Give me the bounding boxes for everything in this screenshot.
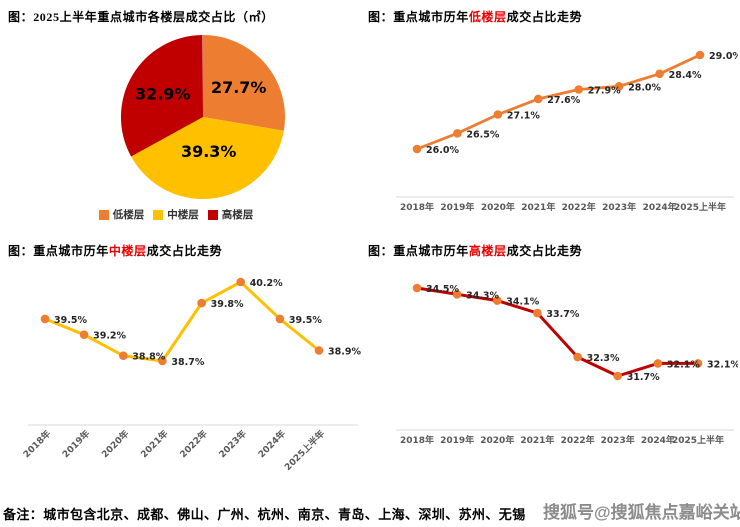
svg-text:2021年: 2021年	[521, 201, 555, 213]
svg-text:26.0%: 26.0%	[426, 145, 459, 156]
title-highlight: 低楼层	[468, 10, 507, 24]
title-suffix: 成交占比走势	[146, 244, 223, 258]
low-floor-line-panel: 26.0% 26.5% 27.1% 27.6% 27.9% 28.0% 28.4% 29.0%…	[368, 6, 738, 234]
svg-text:2018年: 2018年	[400, 434, 434, 446]
high-floor-line-panel: 34.5% 34.3% 34.1% 33.7% 32.3% 31.7% 32.1% 32.1%…	[368, 240, 738, 465]
svg-text:28.4%: 28.4%	[669, 70, 702, 81]
svg-text:33.7%: 33.7%	[546, 309, 579, 320]
svg-text:32.1%: 32.1%	[667, 359, 700, 370]
mid-floor-line-panel: 39.5% 39.2% 38.8% 38.7% 39.8% 40.2% 39.5% 38.9%…	[8, 240, 362, 490]
svg-text:2023年: 2023年	[602, 201, 636, 213]
svg-text:39.8%: 39.8%	[211, 299, 244, 310]
svg-text:2020年: 2020年	[99, 428, 132, 461]
svg-text:2019年: 2019年	[440, 434, 474, 446]
svg-text:38.9%: 38.9%	[328, 347, 361, 358]
footnote: 备注：城市包含北京、成都、佛山、广州、杭州、南京、青岛、上海、深圳、苏州、无锡	[3, 507, 526, 522]
svg-text:27.1%: 27.1%	[507, 111, 540, 122]
svg-text:2019年: 2019年	[440, 201, 474, 213]
pie-chart-panel: 图：2025上半年重点城市各楼层成交占比（㎡） 27.7% 39.3% 32.9% …	[8, 6, 362, 236]
svg-text:29.0%: 29.0%	[709, 51, 738, 62]
svg-text:2020年: 2020年	[481, 201, 515, 213]
high-floor-line-chart: 34.5% 34.3% 34.1% 33.7% 32.3% 31.7% 32.1% 32.1%…	[396, 283, 738, 446]
svg-text:2023年: 2023年	[216, 428, 249, 461]
legend-label: 中楼层	[167, 210, 199, 221]
svg-text:31.7%: 31.7%	[627, 372, 660, 383]
svg-text:34.5%: 34.5%	[426, 284, 459, 295]
title-highlight: 中楼层	[108, 244, 147, 258]
title-prefix: 图：重点城市历年	[368, 244, 469, 258]
svg-text:27.9%: 27.9%	[588, 86, 621, 97]
svg-text:32.3%: 32.3%	[587, 353, 620, 364]
svg-text:34.3%: 34.3%	[466, 290, 499, 301]
svg-text:28.0%: 28.0%	[628, 82, 661, 93]
svg-text:2022年: 2022年	[177, 428, 210, 461]
pie-chart-title: 图：2025上半年重点城市各楼层成交占比（㎡）	[8, 8, 274, 25]
svg-text:2021年: 2021年	[520, 434, 554, 446]
svg-text:2018年: 2018年	[400, 201, 434, 213]
svg-text:2025上半年: 2025上半年	[674, 201, 726, 213]
svg-text:38.7%: 38.7%	[171, 357, 204, 368]
legend-item: 低楼层	[98, 207, 145, 222]
legend-item: 高楼层	[207, 207, 254, 222]
svg-text:32.9%: 32.9%	[135, 84, 191, 103]
svg-text:27.7%: 27.7%	[211, 78, 267, 97]
mid-floor-line-chart: 39.5% 39.2% 38.8% 38.7% 39.8% 40.2% 39.5% 38.9%…	[21, 277, 361, 473]
mid-floor-chart-title: 图：重点城市历年中楼层成交占比走势	[8, 242, 222, 259]
svg-text:26.5%: 26.5%	[466, 129, 499, 140]
svg-text:2019年: 2019年	[60, 428, 93, 461]
svg-text:2024年: 2024年	[641, 434, 675, 446]
svg-text:2025上半年: 2025上半年	[282, 428, 327, 473]
title-prefix: 图：2025上半年重点城市各楼层成交占比（㎡）	[8, 10, 274, 24]
legend-swatch-icon	[207, 209, 218, 220]
svg-text:39.5%: 39.5%	[54, 315, 87, 326]
svg-text:2021年: 2021年	[138, 428, 171, 461]
high-floor-chart-title: 图：重点城市历年高楼层成交占比走势	[368, 242, 582, 259]
title-prefix: 图：重点城市历年	[8, 244, 109, 258]
title-prefix: 图：重点城市历年	[368, 10, 469, 24]
svg-text:2024年: 2024年	[643, 201, 677, 213]
svg-text:2024年: 2024年	[255, 428, 288, 461]
svg-text:27.6%: 27.6%	[547, 95, 580, 106]
svg-text:2022年: 2022年	[562, 201, 596, 213]
low-floor-chart-title: 图：重点城市历年低楼层成交占比走势	[368, 8, 582, 25]
svg-text:2025上半年: 2025上半年	[672, 434, 724, 446]
legend-label: 高楼层	[221, 210, 254, 221]
svg-text:39.5%: 39.5%	[289, 315, 322, 326]
svg-text:2023年: 2023年	[601, 434, 635, 446]
svg-text:32.1%: 32.1%	[707, 359, 738, 370]
svg-text:39.3%: 39.3%	[181, 142, 237, 161]
low-floor-line-chart: 26.0% 26.5% 27.1% 27.6% 27.9% 28.0% 28.4% 29.0%…	[396, 50, 738, 213]
legend-swatch-icon	[98, 209, 109, 220]
svg-text:34.1%: 34.1%	[506, 297, 539, 308]
svg-text:2020年: 2020年	[480, 434, 514, 446]
title-highlight: 高楼层	[468, 244, 507, 258]
legend-label: 低楼层	[112, 210, 145, 221]
title-suffix: 成交占比走势	[506, 10, 583, 24]
pie-legend: 低楼层 中楼层 高楼层	[8, 207, 344, 222]
svg-text:2022年: 2022年	[561, 434, 595, 446]
svg-text:38.8%: 38.8%	[132, 352, 165, 363]
title-suffix: 成交占比走势	[506, 244, 583, 258]
legend-item: 中楼层	[153, 207, 199, 222]
svg-text:40.2%: 40.2%	[250, 278, 283, 289]
watermark: 搜狐号@搜狐焦点嘉峪关站	[543, 503, 740, 522]
svg-text:39.2%: 39.2%	[93, 331, 126, 342]
pie-chart: 27.7% 39.3% 32.9%	[120, 35, 285, 200]
legend-swatch-icon	[153, 209, 164, 220]
svg-text:2018年: 2018年	[21, 428, 54, 461]
